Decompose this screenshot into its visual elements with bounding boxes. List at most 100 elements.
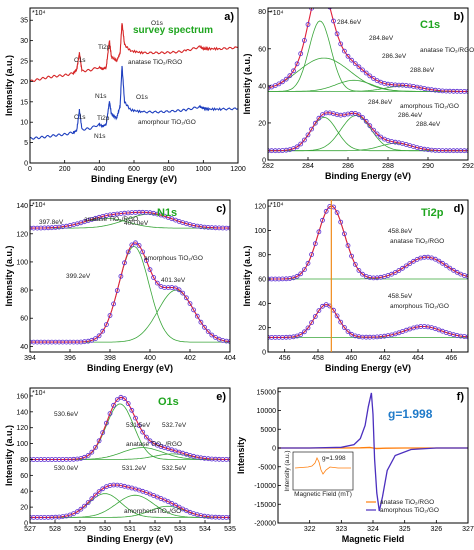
y-tick-label: 20 bbox=[258, 120, 266, 127]
x-axis-label: Binding Energy (eV) bbox=[87, 363, 173, 373]
data-point bbox=[301, 329, 307, 335]
y-tick-label: -5000 bbox=[258, 464, 276, 471]
data-point bbox=[367, 123, 373, 129]
y-tick-label: 80 bbox=[20, 457, 28, 464]
data-point bbox=[187, 301, 193, 307]
data-point bbox=[96, 438, 102, 444]
x-tick-label: 533 bbox=[174, 526, 186, 533]
x-tick-label: 466 bbox=[445, 355, 457, 362]
data-point bbox=[78, 506, 84, 512]
data-point bbox=[407, 261, 413, 266]
x-axis-label: Magnetic Field bbox=[342, 534, 405, 544]
data-point bbox=[107, 313, 113, 318]
y-tick-label: 20 bbox=[258, 325, 266, 332]
x-tick-label: 290 bbox=[422, 163, 434, 170]
y-tick-label: 160 bbox=[16, 393, 28, 400]
data-point bbox=[309, 126, 315, 132]
data-point bbox=[356, 64, 362, 70]
annotation: 532.5eV bbox=[162, 465, 187, 472]
data-point bbox=[227, 225, 230, 231]
data-point bbox=[276, 81, 282, 87]
y-tick-label: 60 bbox=[20, 316, 28, 323]
data-point bbox=[205, 329, 211, 335]
annotation: survey spectrum bbox=[133, 25, 213, 36]
data-point bbox=[154, 280, 160, 286]
data-point bbox=[349, 253, 355, 259]
data-point bbox=[93, 444, 98, 450]
data-point bbox=[104, 322, 109, 328]
annotation: 401.3eV bbox=[161, 277, 186, 284]
data-point bbox=[367, 73, 373, 79]
data-point bbox=[96, 489, 102, 495]
data-point bbox=[334, 313, 340, 319]
y-tick-label: 0 bbox=[262, 158, 266, 165]
y-tick-label: -20000 bbox=[254, 521, 276, 528]
y-tick-label: 140 bbox=[16, 203, 28, 210]
annotation: 286.3eV bbox=[382, 53, 407, 60]
data-point bbox=[198, 319, 204, 325]
data-point bbox=[436, 258, 442, 264]
data-point bbox=[183, 295, 189, 301]
axes-frame bbox=[29, 387, 231, 524]
x-tick-label: 284 bbox=[302, 163, 314, 170]
data-point bbox=[129, 242, 135, 248]
annotation: 288.8eV bbox=[410, 67, 435, 74]
data-point bbox=[451, 267, 456, 273]
x-tick-label: 402 bbox=[184, 355, 196, 362]
annotation: 458.5eV bbox=[388, 293, 413, 300]
data-point bbox=[85, 500, 91, 505]
y-tick-label: 15000 bbox=[257, 389, 277, 396]
data-point bbox=[140, 429, 146, 435]
data-point bbox=[352, 61, 358, 66]
data-point bbox=[323, 208, 329, 214]
y-tick-label: 20 bbox=[20, 505, 28, 512]
data-point bbox=[93, 492, 98, 498]
data-point bbox=[287, 73, 293, 79]
annotation: C1s bbox=[74, 57, 86, 64]
x-tick-label: 456 bbox=[279, 355, 291, 362]
x-tick-label: 282 bbox=[262, 163, 274, 170]
data-point bbox=[45, 457, 51, 462]
data-point bbox=[360, 67, 365, 73]
annotation: C1s bbox=[74, 114, 86, 121]
y-tick-label: 40 bbox=[20, 344, 28, 351]
epr-line-1 bbox=[278, 392, 468, 512]
data-point bbox=[30, 515, 33, 520]
data-point bbox=[173, 502, 178, 508]
fit-envelope bbox=[268, 112, 468, 152]
data-point bbox=[360, 271, 365, 277]
annotation: 284.8eV bbox=[369, 35, 394, 42]
plot-area bbox=[278, 392, 468, 512]
annotation: anatase TiO₂ /RGO bbox=[126, 441, 182, 448]
data-point bbox=[89, 337, 95, 343]
data-point bbox=[345, 243, 351, 249]
y-axis-label: Intensity bbox=[236, 437, 246, 474]
annotation: 531.5eV bbox=[126, 422, 151, 429]
data-point bbox=[389, 271, 395, 277]
annotation: Magnetic Field (mT) bbox=[294, 491, 352, 498]
annotation: 397.8eV bbox=[39, 219, 64, 226]
annotation: amorphousTiO₂/GO bbox=[124, 508, 181, 515]
data-point bbox=[280, 79, 285, 85]
data-point bbox=[30, 339, 33, 345]
x-tick-label: 325 bbox=[399, 526, 411, 533]
y-tick-label: 15 bbox=[20, 99, 28, 106]
data-point bbox=[341, 231, 347, 237]
x-tick-label: 400 bbox=[144, 355, 156, 362]
data-point bbox=[454, 269, 460, 275]
x-tick-label: 528 bbox=[49, 526, 61, 533]
y-tick-label: 120 bbox=[254, 204, 266, 211]
data-point bbox=[96, 333, 102, 339]
data-point bbox=[67, 339, 73, 345]
y-tick-label: 100 bbox=[254, 228, 266, 235]
data-point bbox=[45, 339, 51, 345]
x-axis-label: Binding Energy (eV) bbox=[325, 363, 411, 373]
y-tick-label: 0 bbox=[24, 521, 28, 528]
x-tick-label: 400 bbox=[93, 166, 105, 173]
plot-area bbox=[268, 204, 468, 340]
data-point bbox=[194, 313, 200, 319]
annotation: amorphous TiO₂/GO bbox=[400, 103, 459, 110]
data-point bbox=[374, 131, 380, 137]
panel-label: e) bbox=[216, 391, 226, 403]
data-point bbox=[392, 270, 398, 275]
